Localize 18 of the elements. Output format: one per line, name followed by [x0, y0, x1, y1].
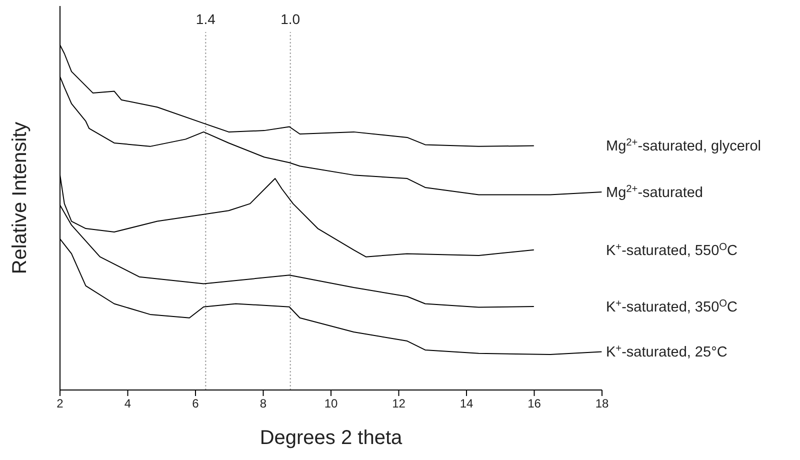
x-tick-label: 8 [260, 396, 267, 411]
x-tick-label: 12 [392, 396, 406, 411]
x-tick-label: 16 [528, 396, 542, 411]
text: 1.4 [196, 11, 216, 27]
x-tick-label: 2 [56, 396, 64, 411]
x-tick-label: 10 [324, 396, 338, 411]
series-label: K$^{+}$-saturated, 25°C [606, 343, 728, 361]
y-axis-title: Relative Intensity [9, 122, 31, 274]
x-tick-label: 18 [595, 396, 609, 411]
text: K$^{+}$-saturated, 550$^{O}$C [606, 241, 738, 259]
x-tick-label: 6 [192, 396, 200, 411]
series-label: Mg$^{2+}$-saturated [606, 183, 703, 201]
x-tick-label: 4 [124, 396, 132, 411]
x-axis-title: Degrees 2 theta [260, 427, 404, 449]
x-tick-label: 14 [460, 396, 474, 411]
text: K$^{+}$-saturated, 350$^{O}$C [606, 298, 738, 316]
text: Mg$^{2+}$-saturated, glycerol [606, 137, 762, 155]
text: 1.0 [280, 11, 300, 27]
